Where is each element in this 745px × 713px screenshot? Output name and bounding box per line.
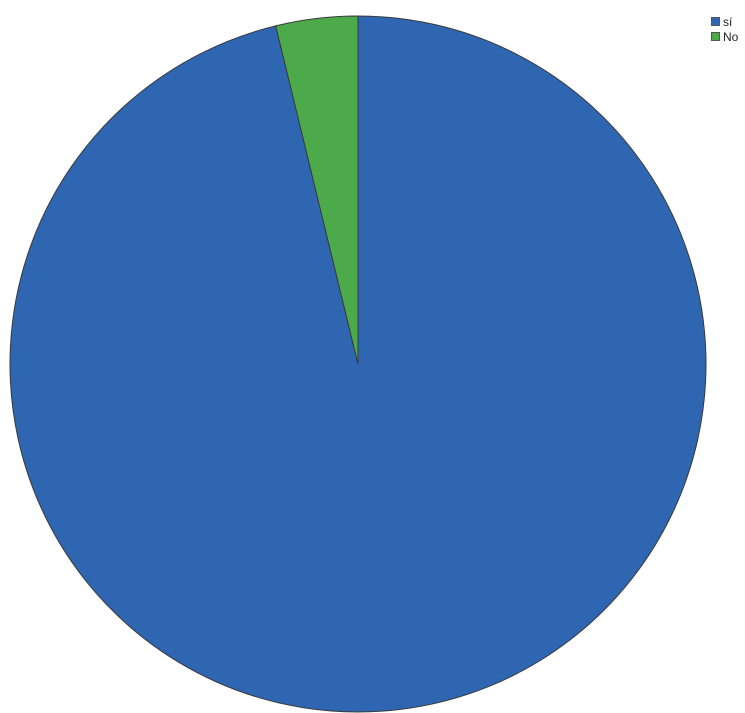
- legend: sí No: [711, 14, 738, 44]
- legend-item-si: sí: [711, 14, 738, 29]
- legend-swatch-si: [711, 17, 720, 26]
- legend-label-no: No: [723, 29, 739, 44]
- legend-item-no: No: [711, 29, 738, 44]
- legend-label-si: sí: [723, 14, 733, 29]
- legend-swatch-no: [711, 32, 720, 41]
- pie-slice-no: [275, 15, 359, 365]
